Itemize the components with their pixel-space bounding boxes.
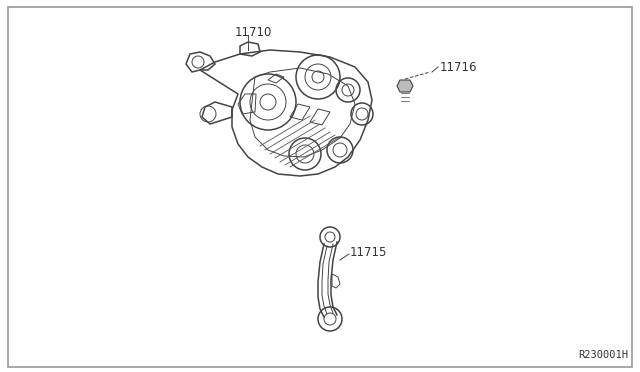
- Text: 11716: 11716: [440, 61, 477, 74]
- Text: R230001H: R230001H: [578, 350, 628, 360]
- Text: 11715: 11715: [350, 246, 387, 259]
- Polygon shape: [397, 80, 413, 92]
- Text: 11710: 11710: [235, 26, 273, 38]
